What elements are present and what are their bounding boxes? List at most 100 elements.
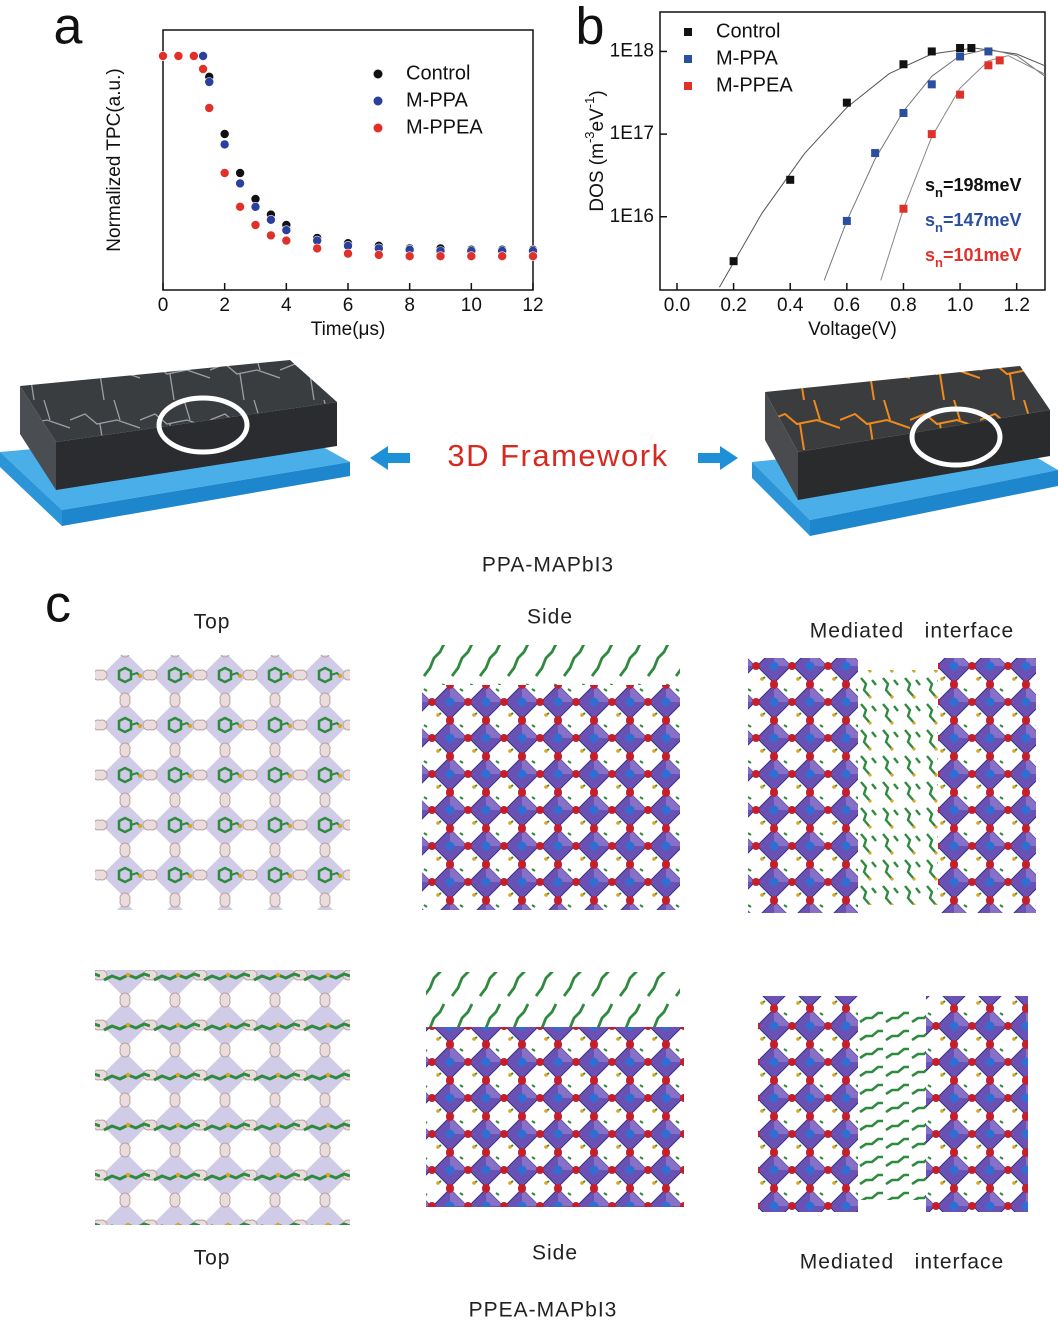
point bbox=[174, 52, 183, 61]
annotation-part: s bbox=[925, 175, 935, 195]
annotation-part: s bbox=[925, 245, 935, 265]
legend-marker bbox=[374, 124, 383, 133]
point bbox=[199, 52, 208, 61]
point bbox=[266, 231, 275, 240]
point bbox=[236, 169, 245, 178]
view-label: Side bbox=[527, 606, 573, 629]
point bbox=[313, 244, 322, 253]
arrow-right bbox=[698, 446, 738, 470]
annotation: sn=101meV bbox=[925, 245, 1022, 270]
legend-label: M-PPEA bbox=[406, 116, 483, 138]
point bbox=[956, 91, 964, 99]
view-label: Top bbox=[194, 611, 231, 634]
crystal-structures bbox=[95, 645, 1036, 1225]
legend-marker bbox=[374, 97, 383, 106]
y-label-part: DOS (m bbox=[587, 143, 608, 212]
y-tick-label: 1E16 bbox=[610, 206, 654, 227]
annotation-part: n bbox=[935, 255, 943, 270]
point bbox=[956, 52, 964, 60]
inorganic-slab bbox=[926, 996, 1028, 1212]
point bbox=[374, 250, 383, 259]
legend-label: Control bbox=[716, 20, 780, 42]
y-tick-label: 1E18 bbox=[610, 40, 654, 61]
point bbox=[236, 179, 245, 188]
arrow-left bbox=[370, 446, 410, 470]
x-tick-label: 0.2 bbox=[720, 295, 746, 316]
organic-interface bbox=[858, 670, 938, 905]
legend-label: M-PPA bbox=[716, 47, 779, 69]
point bbox=[266, 215, 275, 224]
y-axis-label: Normalized TPC(a.u.) bbox=[104, 68, 125, 251]
point bbox=[996, 56, 1004, 64]
x-tick-label: 10 bbox=[461, 295, 482, 316]
x-tick-label: 1.2 bbox=[1003, 295, 1029, 316]
legend-label: M-PPA bbox=[406, 89, 469, 111]
x-axis-label: Voltage(V) bbox=[808, 319, 897, 340]
point bbox=[436, 252, 445, 261]
x-tick-label: 12 bbox=[522, 295, 543, 316]
point bbox=[928, 47, 936, 55]
chart-b: b 0.0 0.2 0.4 0.6 0.8 1.0 1.2 1E16 1E17 1E18 Voltag… bbox=[576, 0, 1045, 340]
y-label-part: ) bbox=[587, 90, 608, 96]
annotation: sn=198meV bbox=[925, 175, 1022, 200]
annotation-part: n bbox=[935, 185, 943, 200]
point bbox=[205, 104, 214, 113]
point bbox=[220, 140, 229, 149]
point bbox=[189, 52, 198, 61]
legend-label: Control bbox=[406, 62, 470, 84]
point bbox=[159, 52, 168, 61]
point bbox=[220, 169, 229, 178]
point bbox=[843, 217, 851, 225]
view-label: Mediated interface bbox=[800, 1251, 1004, 1274]
y-label-part: -1 bbox=[582, 97, 597, 109]
panel-letter: b bbox=[576, 0, 605, 56]
inorganic-slab bbox=[938, 658, 1036, 913]
point bbox=[251, 202, 260, 211]
annotation-part: s bbox=[925, 210, 935, 230]
x-tick-label: 4 bbox=[281, 295, 292, 316]
x-tick-label: 0 bbox=[158, 295, 169, 316]
chart-a: a024681012Time(μs)Normalized TPC(a.u.)Co… bbox=[54, 0, 544, 340]
x-axis-label: Time(μs) bbox=[311, 319, 386, 340]
x-tick-label: 0.0 bbox=[664, 295, 690, 316]
point bbox=[899, 109, 907, 117]
point bbox=[282, 226, 291, 235]
legend-marker bbox=[684, 28, 692, 36]
legend-marker bbox=[374, 70, 383, 79]
figure: a024681012Time(μs)Normalized TPC(a.u.)Co… bbox=[0, 0, 1058, 1328]
legend-marker bbox=[684, 55, 692, 63]
annotation: sn=147meV bbox=[925, 210, 1022, 235]
x-tick-label: 2 bbox=[219, 295, 230, 316]
organic-interface bbox=[858, 1010, 926, 1200]
point bbox=[529, 252, 538, 261]
panel-letter: a bbox=[54, 0, 83, 56]
y-label-part: eV bbox=[587, 108, 608, 132]
x-tick-label: 0.6 bbox=[834, 295, 860, 316]
point bbox=[282, 236, 291, 245]
annotation-part: =101meV bbox=[943, 245, 1022, 265]
point bbox=[205, 78, 214, 87]
point bbox=[871, 149, 879, 157]
x-tick-label: 0.4 bbox=[777, 295, 804, 316]
point bbox=[984, 61, 992, 69]
annotation-part: =198meV bbox=[943, 175, 1022, 195]
point bbox=[467, 252, 476, 261]
x-tick-label: 1.0 bbox=[947, 295, 973, 316]
annotation-part: n bbox=[935, 220, 943, 235]
point bbox=[498, 252, 507, 261]
annotation-part: =147meV bbox=[943, 210, 1022, 230]
point bbox=[251, 221, 260, 230]
panel-letter: c bbox=[45, 576, 71, 634]
x-tick-label: 0.8 bbox=[890, 295, 916, 316]
x-tick-label: 8 bbox=[404, 295, 415, 316]
view-label: Mediated interface bbox=[810, 620, 1014, 643]
point bbox=[984, 47, 992, 55]
legend-marker bbox=[684, 82, 692, 90]
point bbox=[899, 60, 907, 68]
y-tick-label: 1E17 bbox=[610, 123, 654, 144]
point bbox=[344, 249, 353, 258]
framework-label: 3D Framework bbox=[447, 438, 668, 473]
point bbox=[899, 205, 907, 213]
point bbox=[199, 65, 208, 74]
y-label-part: -3 bbox=[582, 131, 597, 143]
